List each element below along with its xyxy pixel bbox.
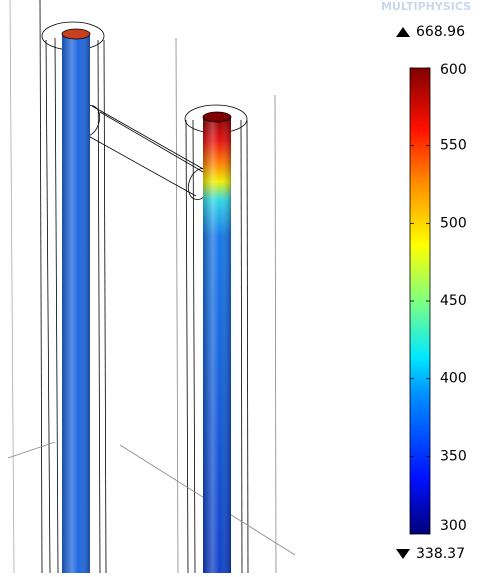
tick-label: 300 bbox=[440, 518, 467, 534]
max-icon bbox=[396, 27, 410, 37]
geometry bbox=[7, 0, 296, 574]
tick-label: 550 bbox=[440, 138, 467, 154]
pipes bbox=[61, 28, 232, 573]
watermark: MULTIPHYSICS bbox=[381, 0, 471, 13]
min-label: 338.37 bbox=[416, 546, 465, 562]
tick-label: 350 bbox=[440, 448, 467, 464]
left-pipe-top bbox=[61, 28, 91, 40]
left-pipe-shade bbox=[62, 34, 90, 573]
tick-label: 450 bbox=[440, 293, 467, 309]
right-pipe-top bbox=[202, 111, 232, 123]
tick-label: 400 bbox=[440, 371, 467, 387]
tick-label: 600 bbox=[440, 62, 467, 78]
min-icon bbox=[396, 549, 410, 559]
max-label: 668.96 bbox=[416, 24, 465, 40]
right-pipe-shade bbox=[203, 117, 231, 573]
tick-label: 500 bbox=[440, 215, 467, 231]
